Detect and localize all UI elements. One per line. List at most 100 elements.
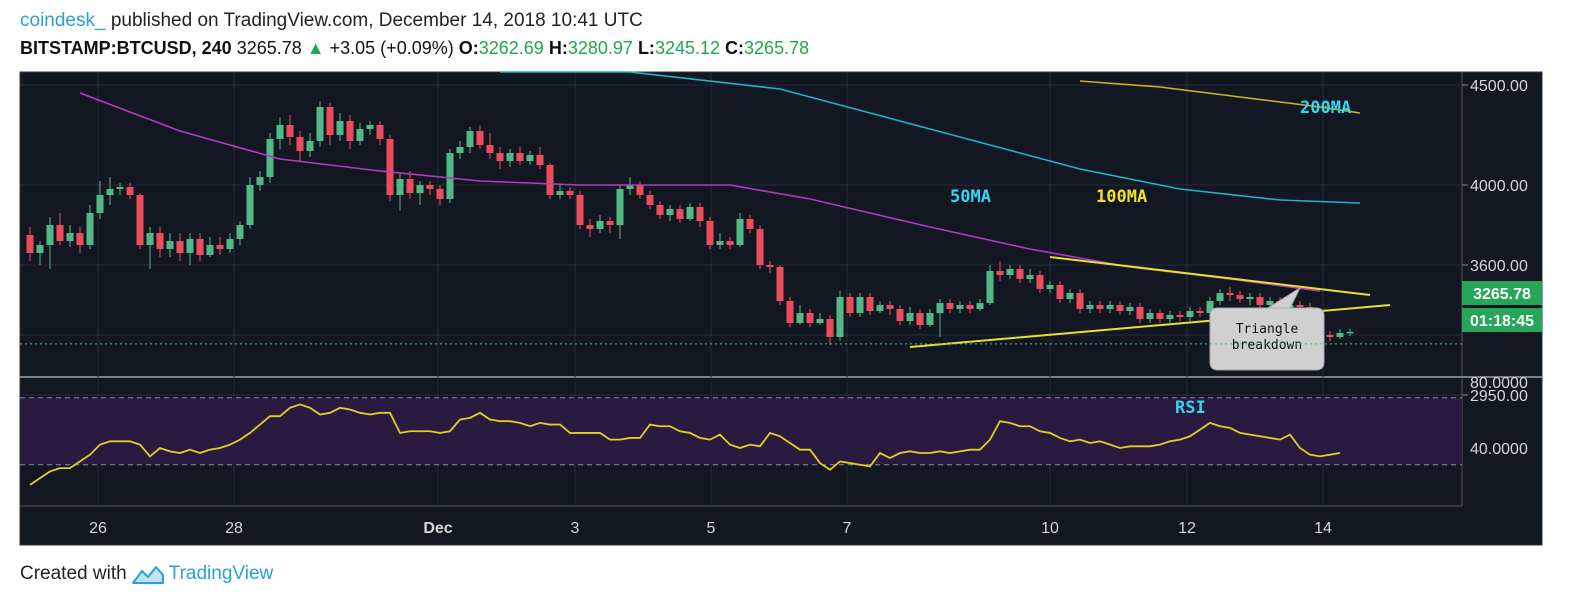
candle-body: [586, 225, 594, 229]
time-tick-label: 7: [843, 520, 852, 537]
candle-body: [416, 185, 424, 193]
candle-body: [326, 107, 334, 135]
candle-body: [216, 245, 224, 249]
published-text: published on TradingView.com, December 1…: [110, 10, 643, 31]
ma50-label: 50MA: [950, 187, 991, 207]
candle-body: [1026, 275, 1034, 279]
candle-body: [616, 189, 624, 225]
candle-body: [536, 155, 544, 165]
rsi-tick-label: 80.0000: [1470, 375, 1528, 392]
low-label: L:: [637, 38, 655, 58]
candle-body: [196, 239, 204, 255]
candle-body: [1066, 293, 1074, 299]
candle-body: [486, 145, 494, 153]
candle-body: [926, 313, 934, 325]
candle-body: [986, 271, 994, 303]
candle-body: [566, 191, 574, 195]
time-tick-label: 3: [571, 520, 580, 537]
candle-body: [1146, 313, 1154, 319]
time-tick-label: 5: [707, 520, 716, 537]
candle-body: [156, 233, 164, 249]
callout-text: breakdown: [1232, 338, 1302, 353]
candle-body: [816, 319, 824, 323]
candle-body: [376, 125, 384, 139]
low-value: 3245.12: [654, 38, 721, 58]
high-label: H:: [548, 38, 568, 58]
candle-body: [1186, 311, 1194, 317]
candle-body: [936, 303, 944, 313]
callout-bubble: [1209, 286, 1325, 371]
candle-body: [26, 235, 34, 253]
ma100-label: 100MA: [1096, 187, 1147, 207]
candle-body: [1166, 315, 1174, 319]
candle-body: [446, 153, 454, 199]
author-link[interactable]: coindesk_: [20, 10, 106, 31]
candle-body: [336, 121, 344, 135]
rsi-band: [20, 397, 1462, 465]
candle-body: [596, 221, 604, 229]
candle-body: [606, 221, 614, 225]
candle-body: [1176, 315, 1184, 317]
candle-body: [656, 205, 664, 215]
candle-body: [296, 137, 304, 151]
candle-body: [736, 219, 744, 245]
callout-text: Triangle: [1236, 322, 1299, 337]
ma200-label: 200MA: [1300, 98, 1351, 118]
candle-body: [996, 271, 1004, 275]
candle-body: [686, 207, 694, 219]
tradingview-brand[interactable]: TradingView: [168, 563, 274, 584]
candle-body: [386, 139, 394, 195]
candle-body: [1126, 307, 1134, 311]
candle-body: [526, 155, 534, 161]
candle-body: [646, 195, 654, 205]
candle-body: [1266, 301, 1274, 305]
open-value: 3262.69: [478, 38, 544, 58]
candle-body: [906, 313, 914, 321]
candle-body: [66, 233, 74, 241]
candle-body: [366, 125, 374, 129]
candle-body: [1076, 293, 1084, 309]
candle-body: [866, 297, 874, 311]
candle-body: [176, 241, 184, 253]
candle-body: [636, 185, 644, 195]
candle-body: [1116, 305, 1124, 311]
candle-body: [46, 225, 54, 245]
candle-body: [556, 191, 564, 195]
high-value: 3280.97: [567, 38, 633, 58]
price-tick-label: 4500.00: [1470, 78, 1528, 95]
candle-body: [1246, 297, 1254, 299]
candle-body: [1046, 285, 1054, 289]
symbol-line: BITSTAMP:BTCUSD, 240 3265.78 ▲ +3.05 (+0…: [20, 38, 809, 59]
footer: Created with TradingView: [20, 563, 273, 585]
price-change: +3.05 (+0.09%): [329, 38, 454, 58]
candle-body: [846, 297, 854, 313]
candle-body: [1216, 293, 1224, 301]
candle-body: [306, 141, 314, 151]
up-arrow-icon: ▲: [306, 38, 325, 58]
candle-body: [346, 121, 354, 141]
candle-body: [56, 225, 64, 241]
rsi-tick-label: 40.0000: [1470, 441, 1528, 458]
last-price-label: 3265.78: [1473, 286, 1531, 303]
candle-body: [236, 225, 244, 239]
ma200-line: [1079, 80, 1361, 114]
candle-body: [1136, 307, 1144, 319]
open-label: O:: [458, 38, 479, 58]
countdown-label: 01:18:45: [1470, 313, 1534, 330]
candle-body: [246, 185, 254, 225]
candle-body: [476, 131, 484, 145]
price-tick-label: 3600.00: [1470, 258, 1528, 275]
candle-body: [456, 147, 464, 153]
candle-body: [1256, 297, 1264, 305]
candle-body: [886, 305, 894, 309]
candle-body: [1056, 285, 1064, 299]
candle-body: [1196, 311, 1204, 313]
candle-body: [966, 305, 974, 309]
candle-body: [1326, 335, 1334, 337]
candle-body: [396, 179, 404, 195]
candle-body: [896, 309, 904, 321]
rsi-line: [29, 403, 1341, 486]
candle-body: [226, 239, 234, 249]
candle-body: [286, 125, 294, 137]
